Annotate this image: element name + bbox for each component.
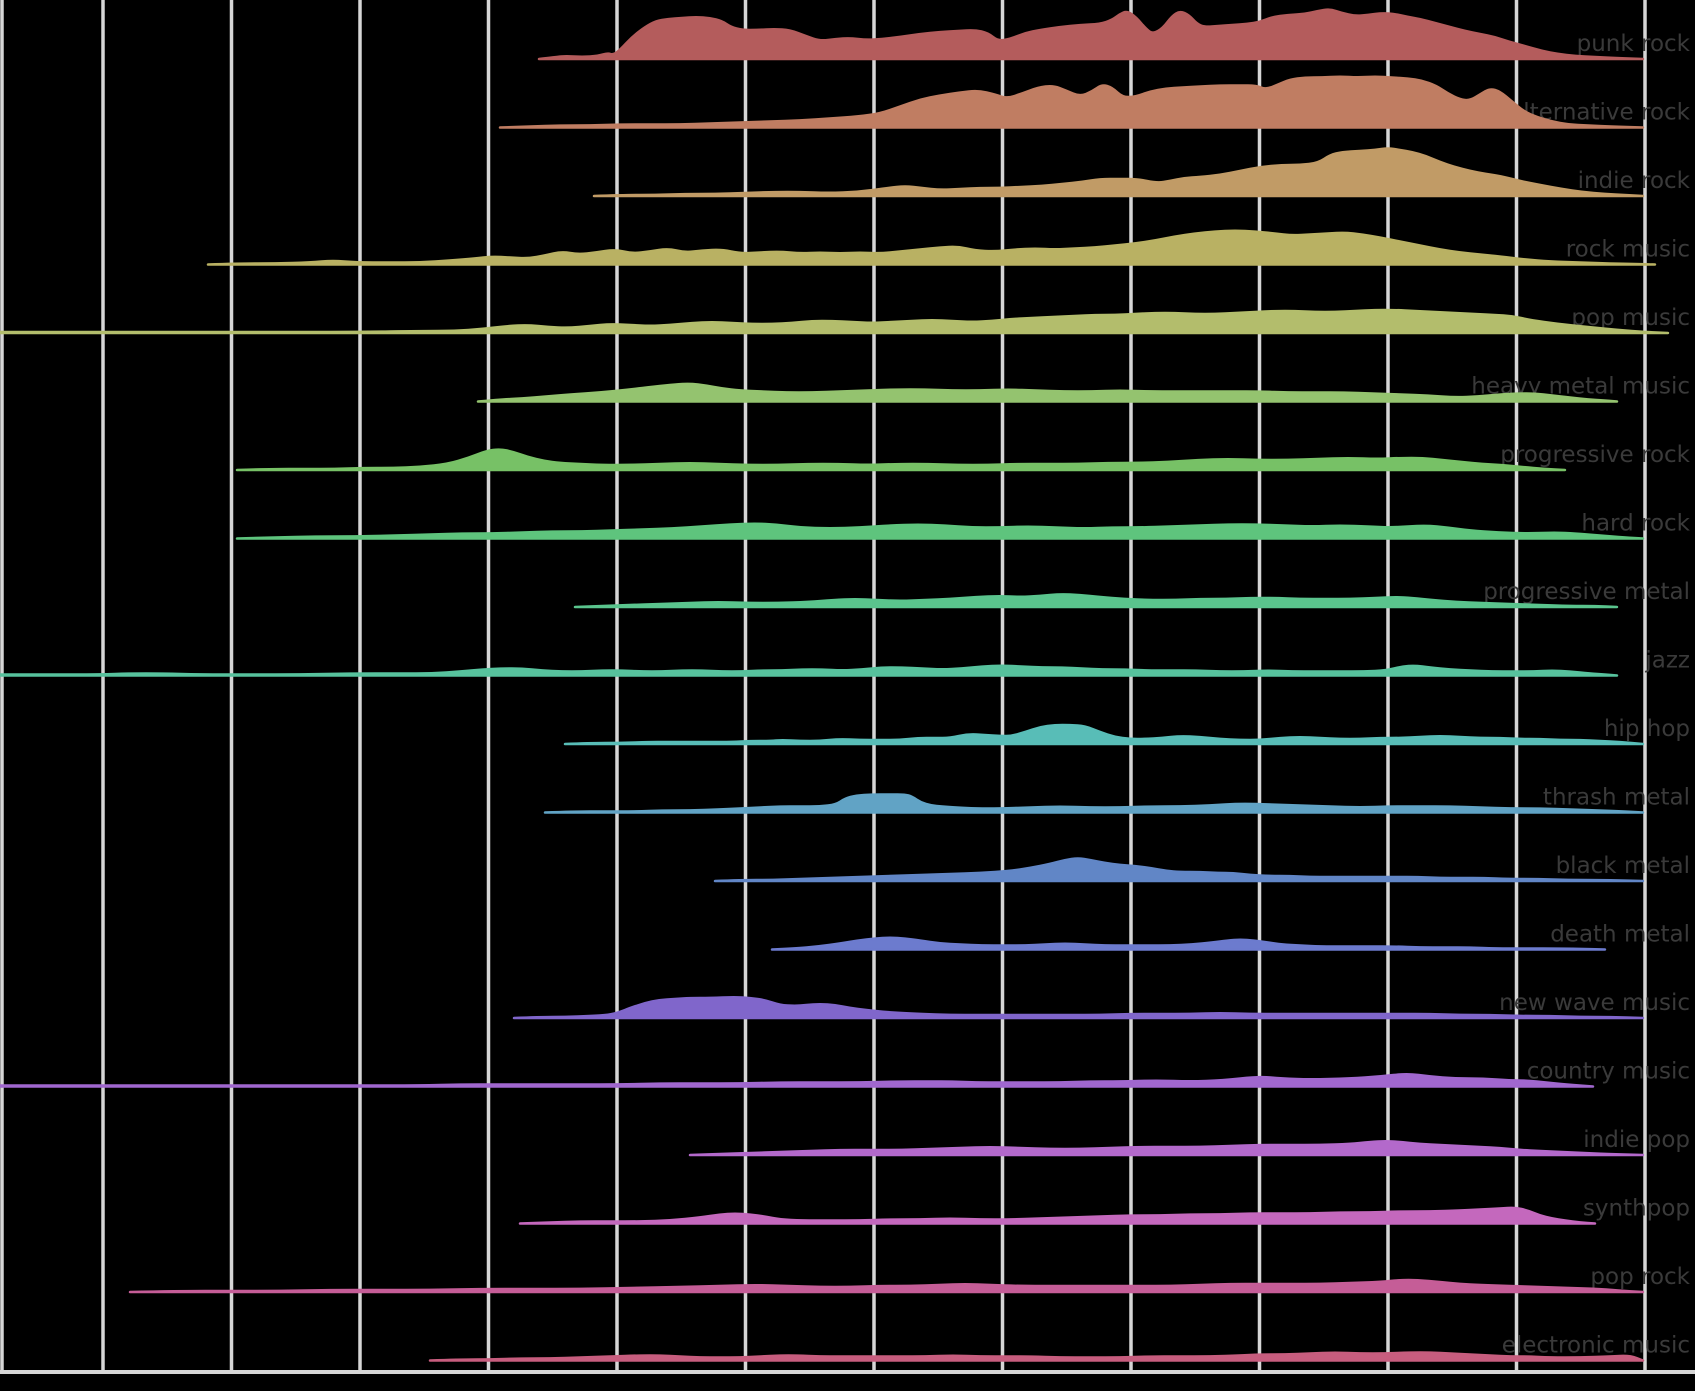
density-area-hard-rock [235, 522, 1645, 540]
density-area-death-metal [770, 936, 1607, 951]
density-area-alternative-rock [498, 75, 1645, 129]
density-area-pop-rock [128, 1278, 1645, 1294]
density-area-hip-hop [563, 723, 1645, 746]
density-area-jazz [0, 664, 1619, 677]
row-label-indie-pop: indie pop [1583, 1127, 1690, 1153]
row-label-punk-rock: punk rock [1577, 31, 1691, 57]
row-label-black-metal: black metal [1556, 853, 1690, 879]
row-label-death-metal: death metal [1550, 922, 1690, 948]
density-area-rock-music [206, 229, 1657, 266]
row-label-rock-music: rock music [1566, 237, 1690, 263]
row-label-jazz: jazz [1644, 648, 1690, 674]
row-label-synthpop: synthpop [1583, 1196, 1690, 1222]
row-label-new-wave-music: new wave music [1499, 990, 1690, 1016]
density-area-indie-rock [592, 147, 1645, 198]
row-label-pop-rock: pop rock [1590, 1264, 1690, 1290]
density-area-thrash-metal [543, 793, 1645, 814]
density-area-synthpop [518, 1206, 1597, 1225]
density-series-layer [0, 8, 1670, 1362]
density-area-progressive-metal [573, 593, 1619, 609]
density-area-electronic-music [428, 1351, 1645, 1362]
density-area-heavy-metal-music [476, 382, 1619, 403]
density-area-pop-music [0, 308, 1670, 335]
row-label-country-music: country music [1527, 1059, 1690, 1085]
row-label-indie-rock: indie rock [1578, 168, 1691, 194]
density-area-progressive-rock [235, 448, 1567, 472]
density-area-black-metal [713, 857, 1645, 883]
row-label-progressive-rock: progressive rock [1500, 442, 1690, 468]
density-area-country-music [0, 1073, 1595, 1088]
row-label-thrash-metal: thrash metal [1543, 785, 1690, 811]
row-label-hip-hop: hip hop [1604, 716, 1690, 742]
density-area-punk-rock [537, 8, 1645, 61]
row-label-progressive-metal: progressive metal [1483, 579, 1690, 605]
density-area-new-wave-music [512, 996, 1645, 1020]
density-area-indie-pop [688, 1140, 1645, 1157]
row-label-hard-rock: hard rock [1581, 511, 1690, 537]
row-label-electronic-music: electronic music [1502, 1333, 1690, 1359]
